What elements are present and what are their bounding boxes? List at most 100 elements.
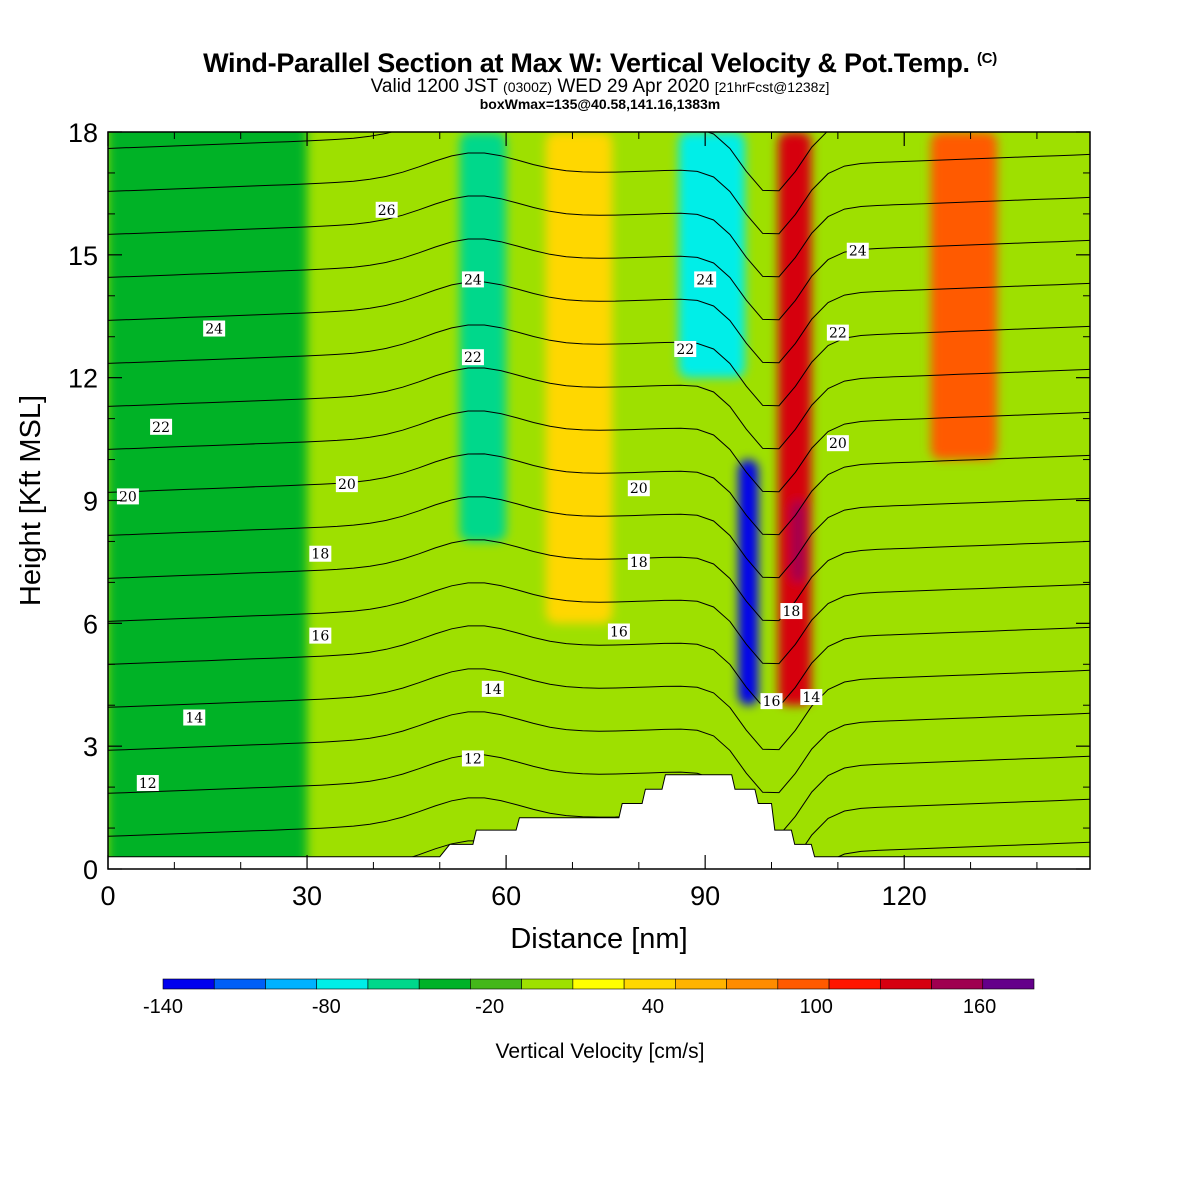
- contour-label-18: 16: [760, 693, 783, 710]
- contour-label-19: 18: [780, 603, 803, 620]
- contour-label-bg: [481, 680, 504, 697]
- contour-label-bg: [461, 271, 484, 288]
- contour-label-0: 12: [136, 775, 159, 792]
- contour-label-15: 20: [627, 480, 650, 497]
- theta-contour-11: [108, 797, 1090, 869]
- contour-label-20: 14: [800, 689, 823, 706]
- contour-label-bg: [627, 480, 650, 497]
- contour-label-bg: [800, 689, 823, 706]
- y-tick-label: 6: [83, 609, 98, 639]
- theta-contour-12: [108, 754, 1090, 837]
- chart-title: Wind-Parallel Section at Max W: Vertical…: [0, 44, 1200, 78]
- colorbar: -140 -80 -20 40 100 160: [143, 978, 1035, 1018]
- contour-label-16: 22: [674, 341, 697, 358]
- contour-label-bg: [780, 603, 803, 620]
- contour-label-13: 16: [607, 623, 630, 641]
- x-tick-label: 90: [690, 881, 720, 911]
- valid-line: Valid 1200 JST (0300Z) WED 29 Apr 2020 […: [0, 76, 1200, 97]
- theta-contours: [108, 132, 1090, 869]
- contour-label-4: 20: [116, 488, 139, 505]
- contour-label-8: 20: [335, 476, 358, 493]
- y-tick-label: 9: [83, 487, 98, 517]
- contour-label-bg: [674, 341, 697, 358]
- y-tick-label: 12: [68, 364, 98, 394]
- velocity-band-1: [459, 132, 507, 542]
- colorbar-swatch-15: [931, 978, 984, 990]
- colorbar-swatch-16: [982, 978, 1035, 990]
- contour-label-10: 22: [461, 349, 484, 366]
- colorbar-swatch-1: [213, 978, 266, 990]
- contour-label-text: 24: [464, 272, 482, 288]
- contour-label-12: 12: [461, 750, 484, 767]
- theta-contour-25: [108, 195, 1090, 278]
- velocity-band-6: [791, 500, 805, 583]
- terrain: [108, 774, 1090, 869]
- contour-label-text: 18: [783, 604, 801, 620]
- contour-label-bg: [826, 324, 849, 341]
- contour-label-text: 18: [630, 555, 648, 571]
- contour-label-2: 16: [309, 627, 332, 645]
- theta-contour-23: [108, 281, 1090, 364]
- colorbar-swatch-4: [367, 978, 420, 990]
- colorbar-tick-label: 160: [963, 996, 996, 1018]
- colorbar-swatch-13: [828, 978, 881, 990]
- contour-label-text: 22: [829, 326, 847, 342]
- theta-contour-17: [108, 539, 1090, 622]
- contour-label-bg: [150, 418, 173, 435]
- theta-contour-14: [108, 668, 1090, 751]
- axes: 0 30 60 90 120 0 3 6 9 12 15 18: [68, 118, 1090, 911]
- contour-label-bg: [826, 435, 849, 452]
- contour-labels: 12 14 16 18 20 22 24 26 20 24 22 14 12 16 18 20 22 24 16 18…: [116, 201, 869, 792]
- contour-label-text: 12: [139, 776, 157, 792]
- contour-label-bg: [694, 271, 717, 288]
- x-tick-label: 30: [292, 881, 322, 911]
- theta-contour-21: [108, 367, 1090, 450]
- contour-label-1: 14: [183, 709, 206, 727]
- velocity-band-7: [930, 132, 998, 460]
- theta-contour-20: [108, 410, 1090, 493]
- contour-label-text: 14: [802, 690, 820, 706]
- colorbar-swatch-3: [316, 978, 369, 990]
- theta-contour-27: [108, 132, 828, 192]
- contour-label-text: 16: [311, 629, 329, 645]
- contour-label-text: 18: [311, 547, 329, 563]
- colorbar-tick-label: -140: [143, 996, 183, 1018]
- velocity-band-3: [678, 132, 745, 378]
- contour-label-bg: [375, 201, 398, 218]
- contour-label-text: 22: [676, 342, 694, 358]
- forecast-info: [21hrFcst@1238z]: [714, 79, 830, 95]
- theta-contour-19: [108, 453, 1090, 536]
- colorbar-swatch-8: [572, 978, 625, 990]
- theta-contour-18: [108, 496, 1090, 579]
- contour-label-bg: [309, 545, 332, 562]
- contour-label-bg: [203, 320, 226, 337]
- contour-label-text: 20: [829, 436, 847, 452]
- x-tick-label: 120: [882, 881, 927, 911]
- title-block: Wind-Parallel Section at Max W: Vertical…: [0, 44, 1200, 112]
- colorbar-swatch-6: [470, 978, 522, 990]
- theta-contour-15: [108, 625, 1090, 708]
- colorbar-tick-label: -80: [312, 996, 341, 1018]
- colorbar-swatch-11: [726, 978, 779, 990]
- contour-label-text: 14: [185, 711, 203, 727]
- y-axis-label: Height [Kft MSL]: [15, 395, 47, 606]
- contour-label-bg: [116, 488, 139, 505]
- contour-label-21: 20: [826, 435, 849, 452]
- colorbar-tick-label: -20: [475, 996, 504, 1018]
- contour-label-text: 22: [464, 350, 482, 366]
- velocity-band-2: [545, 132, 613, 624]
- theta-contour-22: [108, 324, 1090, 407]
- theta-contour-16: [108, 582, 1090, 665]
- x-tick-label: 0: [100, 881, 115, 911]
- contour-label-6: 24: [203, 320, 226, 338]
- contour-label-text: 16: [763, 694, 781, 710]
- velocity-band-0: [108, 132, 308, 869]
- contour-label-11: 14: [481, 680, 504, 698]
- valid-prefix: Valid 1200 JST: [370, 76, 498, 97]
- contour-label-text: 24: [849, 244, 867, 260]
- colorbar-swatch-14: [879, 978, 932, 990]
- colorbar-swatch-9: [623, 978, 676, 990]
- contour-label-14: 18: [627, 553, 650, 571]
- box-info: boxWmax=135@40.58,141.16,1383m: [479, 96, 721, 112]
- copyright-mark: (C): [976, 50, 997, 67]
